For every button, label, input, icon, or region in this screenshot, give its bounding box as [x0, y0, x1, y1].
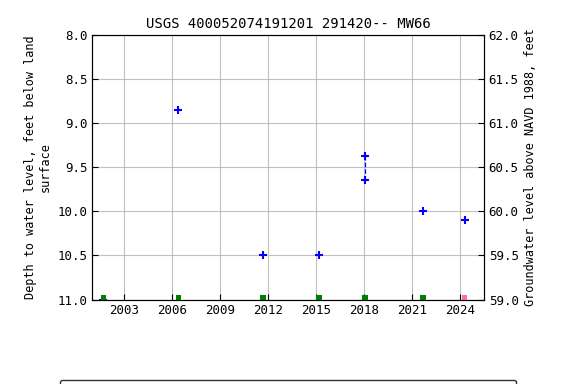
Bar	[316, 295, 322, 300]
Bar	[420, 295, 426, 300]
Bar	[362, 295, 367, 300]
Y-axis label: Depth to water level, feet below land
surface: Depth to water level, feet below land su…	[24, 35, 52, 299]
Bar	[462, 295, 468, 300]
Bar	[260, 295, 266, 300]
Title: USGS 400052074191201 291420-- MW66: USGS 400052074191201 291420-- MW66	[146, 17, 430, 31]
Bar	[176, 295, 181, 300]
Legend: Period of approved data, Period of provisional data: Period of approved data, Period of provi…	[60, 380, 516, 384]
Y-axis label: Groundwater level above NAVD 1988, feet: Groundwater level above NAVD 1988, feet	[524, 28, 537, 306]
Bar	[101, 295, 106, 300]
